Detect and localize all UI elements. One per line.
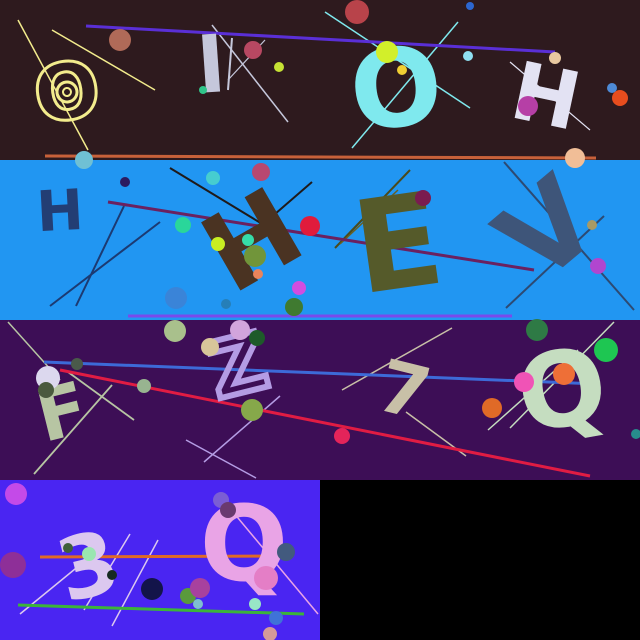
svg-text:O: O: [344, 23, 448, 157]
panel-1-glyph-4: O: [344, 23, 448, 157]
panel-1-glyph-1: O: [27, 42, 108, 143]
panel-2-glyph-1: H: [35, 178, 85, 245]
panel-3: F Z 7 Q: [7, 313, 640, 479]
empty-panel-background: [320, 480, 640, 640]
panel-1: O I K O H: [17, 0, 628, 169]
panel-1-glyph-3: K: [227, 37, 233, 91]
svg-text:O: O: [28, 44, 106, 142]
svg-text:Q: Q: [200, 483, 288, 605]
panel-1-glyph-2: I: [202, 33, 221, 93]
panel-4-glyph-2: Q: [200, 483, 288, 605]
svg-text:E: E: [344, 165, 451, 325]
panel-2-glyph-3: E: [344, 165, 451, 325]
svg-text:H: H: [35, 178, 85, 245]
